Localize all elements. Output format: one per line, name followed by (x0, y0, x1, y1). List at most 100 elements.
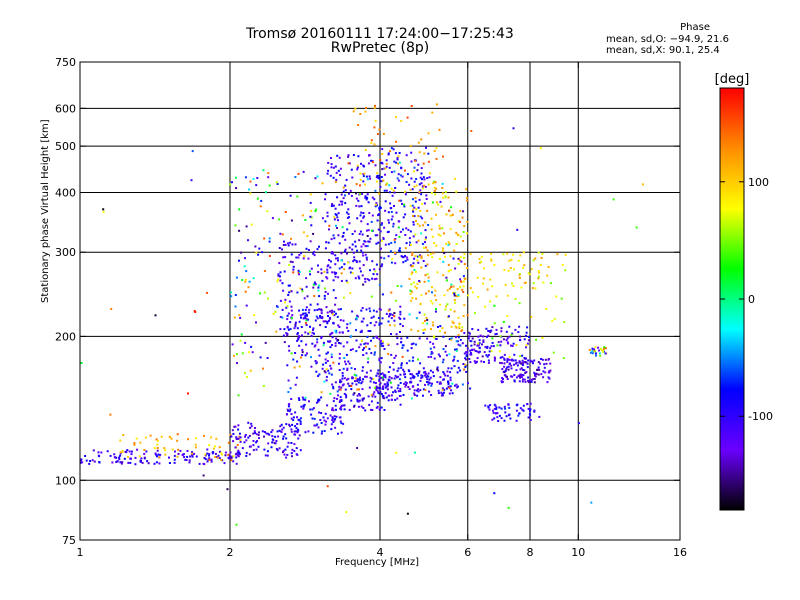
echo-point (359, 113, 362, 115)
echo-point (368, 386, 371, 389)
echo-point (530, 315, 533, 318)
echo-point (373, 106, 376, 109)
echo-point (277, 274, 280, 277)
echo-point (292, 416, 295, 419)
echo-point (296, 423, 299, 425)
echo-point (438, 128, 441, 131)
echo-point (339, 399, 342, 402)
echo-point (484, 404, 487, 407)
echo-point (398, 378, 401, 381)
echo-point (421, 242, 424, 245)
echo-point (388, 191, 391, 194)
echo-point (308, 308, 311, 311)
echo-point (326, 277, 329, 280)
echo-point (424, 221, 427, 224)
echo-point (244, 176, 247, 179)
echo-point (354, 380, 356, 383)
echo-point (376, 133, 379, 135)
echo-point (340, 400, 343, 402)
echo-point (306, 352, 308, 355)
echo-point (309, 215, 312, 218)
echo-point (338, 352, 341, 355)
echo-point (376, 180, 378, 183)
echo-point (412, 281, 415, 284)
echo-point (507, 269, 510, 272)
echo-point (110, 307, 113, 310)
echo-point (489, 404, 492, 407)
echo-point (377, 386, 380, 389)
echo-point (521, 354, 524, 357)
echo-point (453, 299, 456, 302)
echo-point (356, 447, 359, 449)
echo-point (271, 438, 274, 441)
echo-point (326, 215, 329, 218)
echo-point (388, 375, 391, 378)
echo-point (239, 339, 242, 342)
echo-point (232, 460, 235, 463)
echo-point (553, 317, 556, 320)
echo-point (444, 350, 447, 353)
echo-point (365, 375, 368, 378)
echo-point (356, 166, 359, 169)
echo-point (478, 347, 481, 350)
echo-point (500, 330, 503, 333)
echo-point (282, 449, 285, 452)
echo-point (351, 310, 354, 313)
echo-point (434, 294, 436, 297)
echo-point (285, 306, 288, 309)
echo-point (282, 426, 285, 429)
echo-point (290, 413, 293, 415)
echo-point (348, 408, 351, 411)
echo-point (514, 298, 517, 300)
echo-point (526, 326, 529, 329)
x-tick-label: 1 (77, 546, 84, 559)
echo-point (366, 245, 369, 247)
echo-point (330, 373, 333, 376)
echo-point (312, 232, 315, 235)
echo-point (551, 319, 554, 322)
echo-point (356, 249, 359, 252)
echo-point (124, 450, 127, 453)
echo-point (427, 183, 430, 186)
echo-point (469, 349, 472, 352)
echo-point (399, 387, 402, 390)
echo-point (378, 213, 381, 216)
echo-point (296, 360, 299, 363)
echo-point (301, 308, 304, 311)
echo-point (232, 440, 235, 443)
echo-point (300, 334, 303, 337)
echo-point (409, 204, 412, 207)
echo-point (471, 328, 474, 330)
echo-point (227, 441, 230, 444)
echo-point (258, 437, 260, 440)
echo-point (294, 325, 297, 328)
echo-point (416, 255, 419, 258)
echo-point (537, 270, 540, 273)
echo-point (503, 357, 506, 360)
echo-point (501, 356, 504, 359)
grid-lines (80, 62, 680, 540)
echo-point (441, 327, 444, 330)
echo-point (563, 321, 566, 324)
echo-point (415, 317, 418, 320)
echo-point (300, 326, 303, 328)
echo-point (299, 287, 302, 290)
echo-point (287, 405, 290, 408)
echo-point (119, 451, 122, 454)
echo-point (427, 152, 430, 155)
echo-point (335, 408, 337, 411)
echo-point (324, 290, 327, 293)
echo-point (345, 353, 348, 356)
echo-point (210, 436, 213, 439)
echo-point (525, 331, 528, 334)
echo-point (601, 349, 604, 352)
echo-point (437, 389, 440, 392)
echo-point (313, 345, 316, 348)
echo-point (364, 409, 367, 412)
echo-point (430, 394, 433, 396)
echo-point (407, 369, 410, 372)
echo-point (441, 393, 444, 395)
echo-point (340, 252, 343, 255)
echo-point (336, 390, 339, 393)
echo-point (375, 335, 378, 338)
